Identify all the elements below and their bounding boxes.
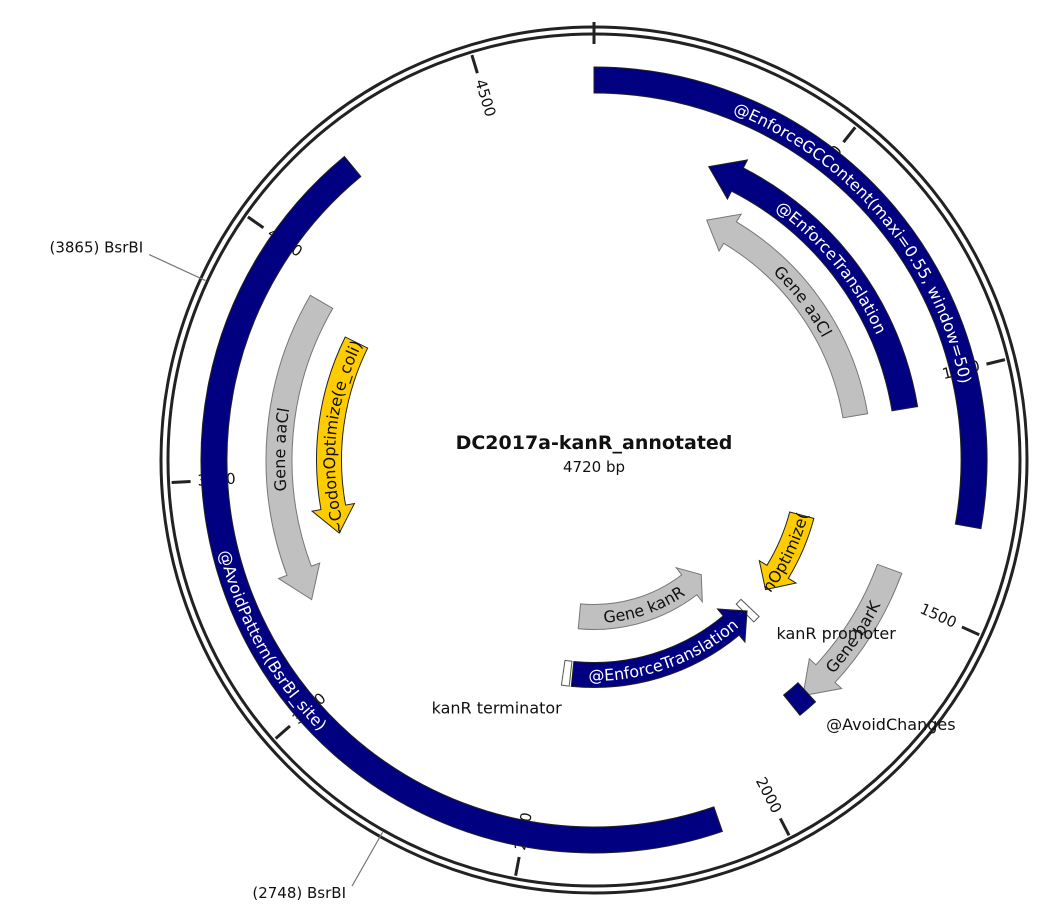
site-name: BsrBI: [104, 239, 143, 257]
feature-codon-optimize-left: [310, 336, 369, 534]
label-path: [594, 86, 968, 525]
scale-tick-label: 1500: [917, 600, 959, 632]
feature-label-gene-aacl-left: Gene aaCl: [270, 406, 293, 492]
feature-label-enforce-gc: @EnforceGCContent(maxi=0.55, window=50): [731, 99, 975, 386]
scale-tick: [842, 126, 857, 144]
scale-tick: [986, 358, 1006, 366]
feature-gene-aacl-left: [265, 294, 334, 601]
feature-kanr-terminator: [560, 659, 573, 687]
feature-gene-bark: [802, 563, 903, 697]
scale-tick: [171, 480, 191, 485]
scale-tick: [778, 817, 791, 837]
scale-tick: [470, 54, 479, 74]
feature-avoid-pattern: [200, 155, 724, 854]
site-position: (2748): [252, 884, 302, 902]
plasmid-title: DC2017a-kanR_annotated: [456, 432, 733, 454]
scale-tick-label: 2000: [752, 774, 786, 816]
feature-avoid-changes: [782, 682, 817, 716]
feature-label-kanr-terminator: kanR terminator: [432, 698, 563, 717]
feature-kanr-promoter: [735, 598, 760, 623]
restriction-site-label: (2748) BsrBI: [252, 884, 346, 902]
feature-label-path: Gene aaCl: [770, 262, 836, 340]
site-leader-line: [351, 831, 384, 887]
feature-labels-layer: @EnforceGCContent(maxi=0.55, window=50) @…: [0, 0, 975, 734]
site-position: (3865): [49, 239, 99, 257]
feature-gene-aacl-right: [706, 213, 869, 419]
feature-label-gene-aacl-right: Gene aaCl: [770, 262, 836, 340]
site-name: BsrBI: [307, 884, 346, 902]
feature-enforce-gc: [593, 66, 988, 530]
feature-label-path: @EnforceGCContent(maxi=0.55, window=50): [731, 99, 975, 386]
feature-label-path: Gene aaCl: [270, 406, 293, 492]
scale-tick: [961, 625, 980, 637]
feature-label-avoid-changes: @AvoidChanges: [826, 715, 955, 734]
scale-tick: [514, 856, 521, 876]
feature-enforce-translation-2: [570, 608, 748, 688]
features-layer: [200, 66, 988, 854]
feature-label-kanr-promoter: kanR promoter: [776, 624, 896, 643]
feature-codon-optimize-right: [758, 511, 815, 591]
site-leader-line: [148, 254, 206, 282]
scale-tick: [246, 215, 265, 230]
feature-enforce-translation-1: [707, 159, 919, 412]
restriction-site-label: (3865) BsrBI: [49, 239, 143, 257]
scale-tick: [274, 724, 291, 740]
feature-gene-kanr: [577, 566, 703, 630]
scale-tick-label: 4500: [471, 77, 499, 119]
sites-layer: (3865) BsrBI(2748) BsrBI: [49, 239, 384, 902]
plasmid-length: 4720 bp: [563, 458, 625, 476]
